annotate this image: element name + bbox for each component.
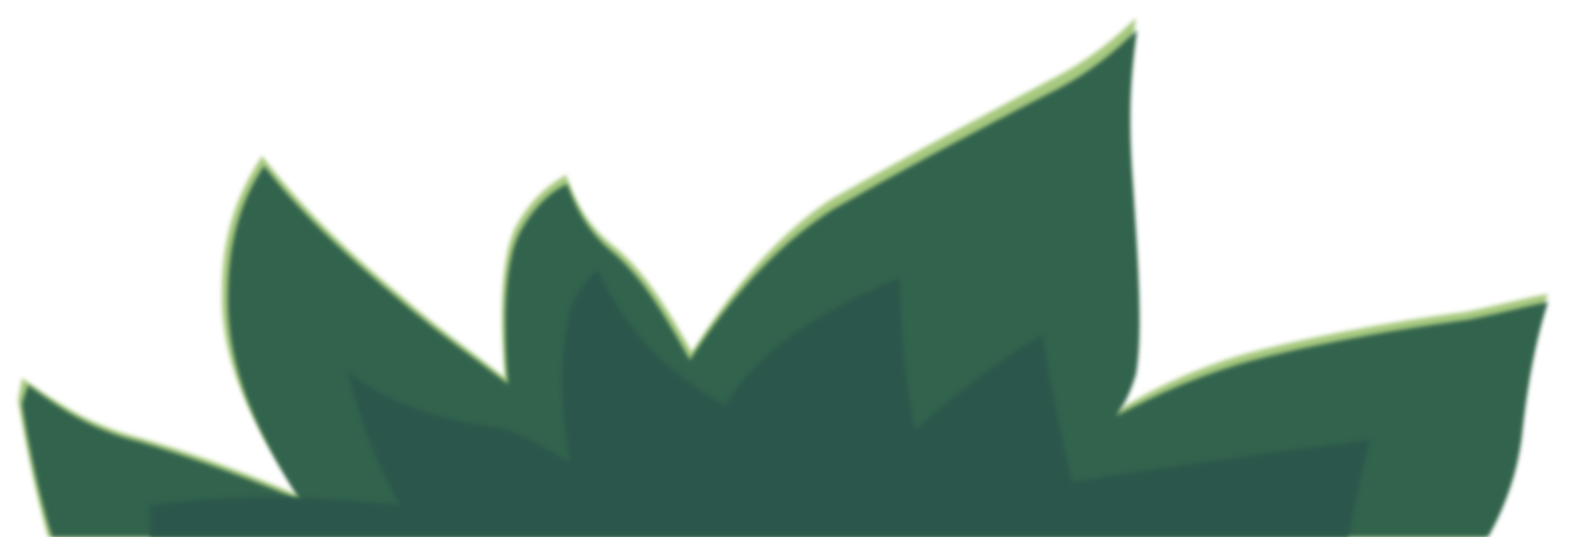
leaf-mass-dark [150, 270, 1370, 537]
